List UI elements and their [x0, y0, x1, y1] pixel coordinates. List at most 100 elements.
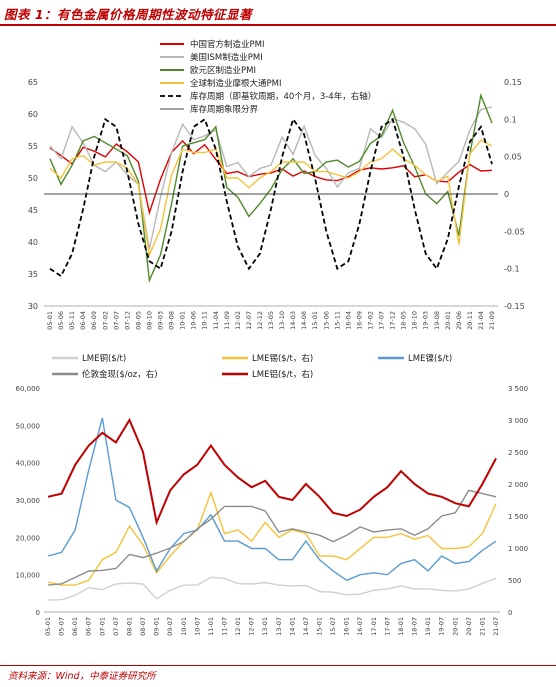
x-tick-label: 07-12 [123, 311, 131, 330]
x-tick-label: 08-07 [139, 617, 147, 636]
x-tick-label: 21-07 [492, 617, 500, 636]
x-tick-label: 12-02 [234, 311, 242, 330]
legend-label: 库存周期（即基钦周期，40个月，3-4年，右轴） [190, 91, 376, 102]
metal-line-2 [47, 417, 497, 582]
x-tick-label: 14-08 [300, 311, 308, 330]
pmi-line-0 [49, 139, 493, 216]
pmi-inventory-cycle-chart: 30 35 40 45 50 55 60 65 -0.15 -0.1 -0.05 0 0.05 0.1 0.… [28, 39, 525, 330]
y-right-tick-label: 2 000 [508, 481, 528, 489]
x-tick-label: 05-07 [58, 617, 66, 636]
x-tick-label: 06-01 [71, 617, 79, 636]
metal-line-0 [47, 576, 497, 601]
x-tick-label: 20-01 [444, 311, 452, 330]
y-right-tick-label: -0.1 [504, 265, 520, 274]
x-tick-label: 21-04 [477, 311, 485, 330]
x-tick-label: 14-01 [288, 617, 296, 636]
y-right-tick-label: -0.05 [504, 227, 525, 236]
x-tick-label: 10-06 [190, 311, 198, 330]
y-left-tick-label: 0 [36, 609, 40, 617]
x-tick-label: 21-09 [488, 311, 496, 330]
x-tick-label: 19-03 [422, 311, 430, 330]
legend-label: 全球制造业摩根大通PMI [190, 78, 281, 89]
x-tick-label: 16-07 [356, 617, 364, 636]
x-tick-label: 18-07 [411, 617, 419, 636]
x-tick-label: 17-07 [378, 311, 386, 330]
y-left-tick-label: 50,000 [16, 422, 41, 430]
x-tick-label: 20-01 [451, 617, 459, 636]
y-right-tick-label: 0 [504, 190, 509, 199]
x-tick-label: 08-05 [134, 311, 142, 330]
legend-label: LME铜($/t) [82, 353, 126, 364]
y-left-tick-label: 45 [28, 206, 38, 215]
legend-label: 库存周期象限分界 [190, 104, 259, 115]
metal-line-4 [47, 417, 497, 526]
x-tick-label: 17-12 [389, 311, 397, 330]
x-tick-label: 09-03 [157, 311, 165, 330]
x-tick-label: 11-07 [220, 617, 228, 636]
pmi-line-1 [49, 106, 493, 250]
x-tick-label: 12-07 [248, 617, 256, 636]
y-right-tick-label: 0.05 [504, 153, 522, 162]
y-left-tick-label: 55 [28, 142, 38, 151]
x-tick-label: 08-01 [125, 617, 133, 636]
x-tick-label: 05-01 [44, 617, 52, 636]
x-tick-label: 10-07 [193, 617, 201, 636]
x-tick-label: 16-01 [343, 617, 351, 636]
x-tick-label: 07-02 [101, 311, 109, 330]
x-tick-label: 05-01 [46, 311, 54, 330]
x-tick-label: 14-07 [302, 617, 310, 636]
y-right-tick-label: -0.15 [504, 302, 525, 311]
legend-label: 欧元区制造业PMI [190, 65, 256, 76]
legend-label: 美国ISM制造业PMI [190, 52, 263, 63]
x-tick-label: 09-07 [166, 617, 174, 636]
x-tick-label: 13-07 [275, 617, 283, 636]
y-left-tick-label: 40 [28, 238, 38, 247]
y-right-tick-label: 0 [508, 609, 512, 617]
x-tick-label: 17-01 [370, 617, 378, 636]
x-tick-label: 11-04 [212, 311, 220, 330]
x-tick-label: 08-10 [145, 311, 153, 330]
legend-label: LME锡($/t，右) [252, 353, 313, 364]
legend-label: LME铝($/t，右) [252, 369, 313, 380]
y-left-tick-label: 65 [28, 78, 38, 87]
metal-prices-chart: 0 10,000 20,000 30,000 40,000 50,000 60,000 0 50… [16, 353, 529, 636]
x-tick-label: 20-07 [465, 617, 473, 636]
x-tick-label: 13-01 [261, 617, 269, 636]
x-tick-label: 12-01 [234, 617, 242, 636]
x-tick-label: 06-04 [79, 311, 87, 330]
x-tick-label: 07-01 [98, 617, 106, 636]
x-tick-label: 15-07 [329, 617, 337, 636]
source-rule [0, 665, 556, 666]
x-tick-label: 15-01 [316, 617, 324, 636]
x-tick-label: 13-10 [278, 311, 286, 330]
x-tick-label: 13-05 [267, 311, 275, 330]
x-tick-label: 09-08 [168, 311, 176, 330]
y-right-tick-label: 1 000 [508, 545, 528, 553]
y-left-tick-label: 50 [28, 174, 38, 183]
x-tick-label: 10-01 [180, 617, 188, 636]
y-left-tick-label: 30,000 [16, 497, 41, 505]
y-left-tick-label: 20,000 [16, 534, 41, 542]
x-tick-label: 15-11 [333, 311, 341, 330]
y-left-tick-label: 30 [28, 302, 38, 311]
pmi-line-3 [49, 139, 493, 258]
source-note: 资料来源：Wind，中泰证券研究所 [8, 671, 156, 682]
metal-line-3 [47, 489, 497, 586]
x-tick-label: 05-11 [68, 311, 76, 330]
x-tick-label: 16-04 [344, 311, 352, 330]
x-tick-label: 09-01 [153, 617, 161, 636]
y-right-tick-label: 1 500 [508, 513, 528, 521]
x-tick-label: 17-02 [366, 311, 374, 330]
legend-label: 伦敦金现($/oz，右) [82, 369, 158, 380]
x-tick-label: 05-06 [57, 311, 65, 330]
x-tick-label: 21-01 [478, 617, 486, 636]
x-tick-label: 14-03 [289, 311, 297, 330]
y-left-tick-label: 40,000 [16, 460, 41, 468]
x-tick-label: 07-07 [112, 617, 120, 636]
x-tick-label: 20-11 [466, 311, 474, 330]
y-right-tick-label: 0.1 [504, 115, 517, 124]
x-tick-label: 20-06 [455, 311, 463, 330]
x-tick-label: 16-09 [355, 311, 363, 330]
y-left-tick-label: 10,000 [16, 572, 41, 580]
x-tick-label: 15-06 [322, 311, 330, 330]
